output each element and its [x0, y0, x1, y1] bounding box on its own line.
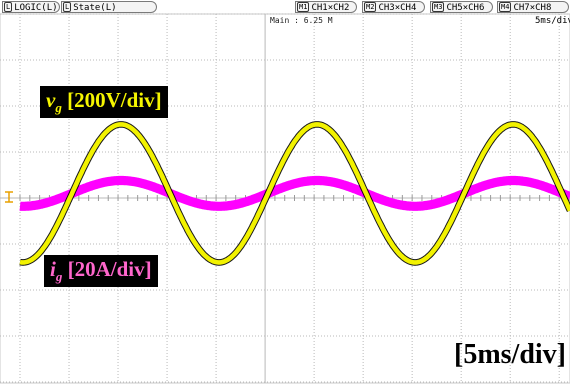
plot-grid	[0, 13, 570, 384]
tab-m4[interactable]: M4 CH7×CH8	[497, 1, 569, 13]
tab-logic[interactable]: L LOGIC(L)	[2, 1, 60, 13]
vg-subscript: g	[55, 100, 62, 116]
tab-m4-label: CH7×CH8	[513, 3, 552, 13]
tab-logic-label: LOGIC(L)	[14, 3, 58, 13]
tab-state-badge: L	[63, 2, 72, 12]
timescale-label: [5ms/div]	[454, 339, 566, 370]
vg-symbol: v	[46, 88, 56, 112]
timebase-readout: 5ms/div	[535, 16, 570, 26]
tab-m2-badge: M2	[364, 2, 377, 12]
tab-m3-label: CH5×CH6	[446, 3, 485, 13]
tab-m2-label: CH3×CH4	[378, 3, 417, 13]
tab-m3-badge: M3	[432, 2, 445, 12]
trace-ig	[16, 175, 570, 211]
ig-symbol: i	[50, 257, 56, 281]
main-record-length: Main : 6.25 M	[270, 16, 333, 25]
header-tab-row: L LOGIC(L) L State(L) M1 CH1×CH2 M2 CH3×CH4 …	[0, 0, 570, 16]
vg-channel-label: vg [200V/div]	[40, 86, 168, 119]
ground-level-marker-icon	[5, 191, 13, 203]
tab-state-label: State(L)	[73, 3, 117, 13]
tab-m2[interactable]: M2 CH3×CH4	[362, 1, 425, 13]
ig-channel-label: ig [20A/div]	[44, 255, 158, 288]
tab-m3[interactable]: M3 CH5×CH6	[430, 1, 493, 13]
tab-state[interactable]: L State(L)	[61, 1, 157, 13]
vg-scale: [200V/div]	[67, 88, 162, 112]
ig-scale: [20A/div]	[67, 257, 152, 281]
waveform-traces	[16, 121, 570, 266]
ig-subscript: g	[55, 269, 63, 285]
tab-m1[interactable]: M1 CH1×CH2	[295, 1, 357, 13]
tab-m1-badge: M1	[297, 2, 310, 12]
tab-m4-badge: M4	[499, 2, 512, 12]
trace-vg	[18, 122, 570, 265]
tab-logic-badge: L	[4, 2, 13, 12]
tab-m1-label: CH1×CH2	[311, 3, 350, 13]
